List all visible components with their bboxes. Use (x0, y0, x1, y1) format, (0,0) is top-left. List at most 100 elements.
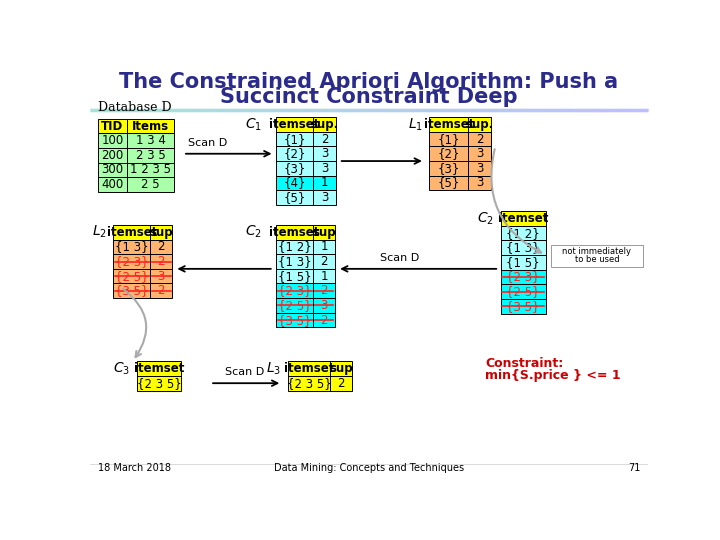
Bar (287, 376, 330, 390)
Bar (276, 161, 313, 176)
Text: 300: 300 (102, 164, 124, 177)
Text: 3: 3 (476, 147, 484, 160)
Bar (127, 133, 174, 148)
Text: 200: 200 (102, 149, 124, 162)
Bar (113, 284, 150, 298)
Text: 100: 100 (102, 134, 124, 147)
Bar (276, 269, 313, 284)
Bar (98, 133, 127, 148)
Text: {3 5}: {3 5} (115, 284, 148, 298)
Text: Constraint:: Constraint: (485, 356, 564, 370)
Bar (429, 161, 468, 176)
Text: itemset: itemset (107, 226, 157, 239)
Text: 2: 2 (321, 133, 328, 146)
Bar (127, 119, 174, 133)
Text: {2 3 5}: {2 3 5} (137, 377, 181, 390)
Text: sup: sup (312, 226, 336, 239)
Text: 1: 1 (320, 269, 328, 282)
Bar (313, 117, 336, 132)
Bar (137, 376, 181, 390)
Text: itemset: itemset (498, 212, 549, 225)
Bar (127, 177, 174, 192)
Text: 3: 3 (321, 162, 328, 175)
Bar (429, 176, 468, 190)
Text: 3: 3 (321, 191, 328, 204)
Bar (500, 226, 546, 240)
Bar (137, 361, 181, 376)
Text: Scan D: Scan D (380, 253, 420, 263)
Text: 3: 3 (320, 299, 328, 312)
Bar (276, 176, 313, 190)
Text: Scan D: Scan D (188, 138, 228, 148)
Bar (98, 119, 127, 133)
Text: 1 2 3 5: 1 2 3 5 (130, 164, 171, 177)
Text: $L_2$: $L_2$ (92, 224, 107, 240)
Bar (500, 284, 546, 299)
Bar (276, 190, 313, 205)
Bar (98, 177, 127, 192)
Text: {4}: {4} (284, 177, 306, 190)
Text: {2 5}: {2 5} (278, 299, 312, 312)
Bar (276, 146, 313, 161)
Text: $C_3$: $C_3$ (113, 360, 130, 377)
Bar (287, 361, 330, 376)
Text: 1 3 4: 1 3 4 (135, 134, 166, 147)
Text: 2: 2 (158, 255, 165, 268)
Text: 71: 71 (628, 463, 640, 474)
Text: {1}: {1} (284, 133, 306, 146)
Text: 2: 2 (476, 133, 484, 146)
Text: 2 5: 2 5 (141, 178, 160, 191)
Bar (468, 176, 492, 190)
Bar (98, 148, 127, 163)
Bar (330, 376, 352, 390)
Text: {2}: {2} (284, 147, 306, 160)
Bar (113, 254, 150, 269)
Text: {3}: {3} (438, 162, 460, 175)
Text: {3}: {3} (284, 162, 306, 175)
Bar (113, 225, 150, 240)
Text: {2 3}: {2 3} (115, 255, 148, 268)
Bar (127, 163, 174, 177)
Text: {2 3}: {2 3} (506, 271, 540, 284)
Text: {1 2}: {1 2} (278, 240, 312, 253)
Text: $C_2$: $C_2$ (477, 210, 494, 227)
Text: 2: 2 (320, 284, 328, 298)
Bar (468, 117, 492, 132)
Bar (313, 313, 335, 327)
Bar (127, 148, 174, 163)
Text: 3: 3 (158, 269, 165, 282)
Text: Succinct Constraint Deep: Succinct Constraint Deep (220, 87, 518, 107)
Text: {1 5}: {1 5} (278, 269, 312, 282)
Bar (313, 176, 336, 190)
Bar (313, 190, 336, 205)
Text: 2 3 5: 2 3 5 (135, 149, 166, 162)
Bar (313, 225, 335, 240)
Text: 3: 3 (476, 177, 484, 190)
Bar (276, 240, 313, 254)
Text: $C_1$: $C_1$ (245, 116, 262, 133)
Text: 1: 1 (320, 240, 328, 253)
Bar (551, 245, 642, 267)
Text: {5}: {5} (284, 191, 306, 204)
Text: 2: 2 (158, 284, 165, 298)
Text: Items: Items (132, 119, 169, 132)
Bar (313, 298, 335, 313)
Text: itemset: itemset (134, 362, 184, 375)
Text: The Constrained Apriori Algorithm: Push a: The Constrained Apriori Algorithm: Push … (120, 72, 618, 92)
Bar (429, 146, 468, 161)
Text: TID: TID (102, 119, 124, 132)
Bar (500, 211, 546, 226)
Bar (468, 161, 492, 176)
Bar (429, 117, 468, 132)
Text: {1 3}: {1 3} (278, 255, 312, 268)
Text: Database D: Database D (98, 101, 171, 114)
Text: $C_2$: $C_2$ (245, 224, 262, 240)
Bar (313, 161, 336, 176)
Bar (276, 298, 313, 313)
Text: {5}: {5} (438, 177, 460, 190)
Text: 3: 3 (321, 147, 328, 160)
Bar (150, 269, 172, 284)
Bar (276, 313, 313, 327)
Bar (313, 132, 336, 146)
Bar (500, 255, 546, 269)
